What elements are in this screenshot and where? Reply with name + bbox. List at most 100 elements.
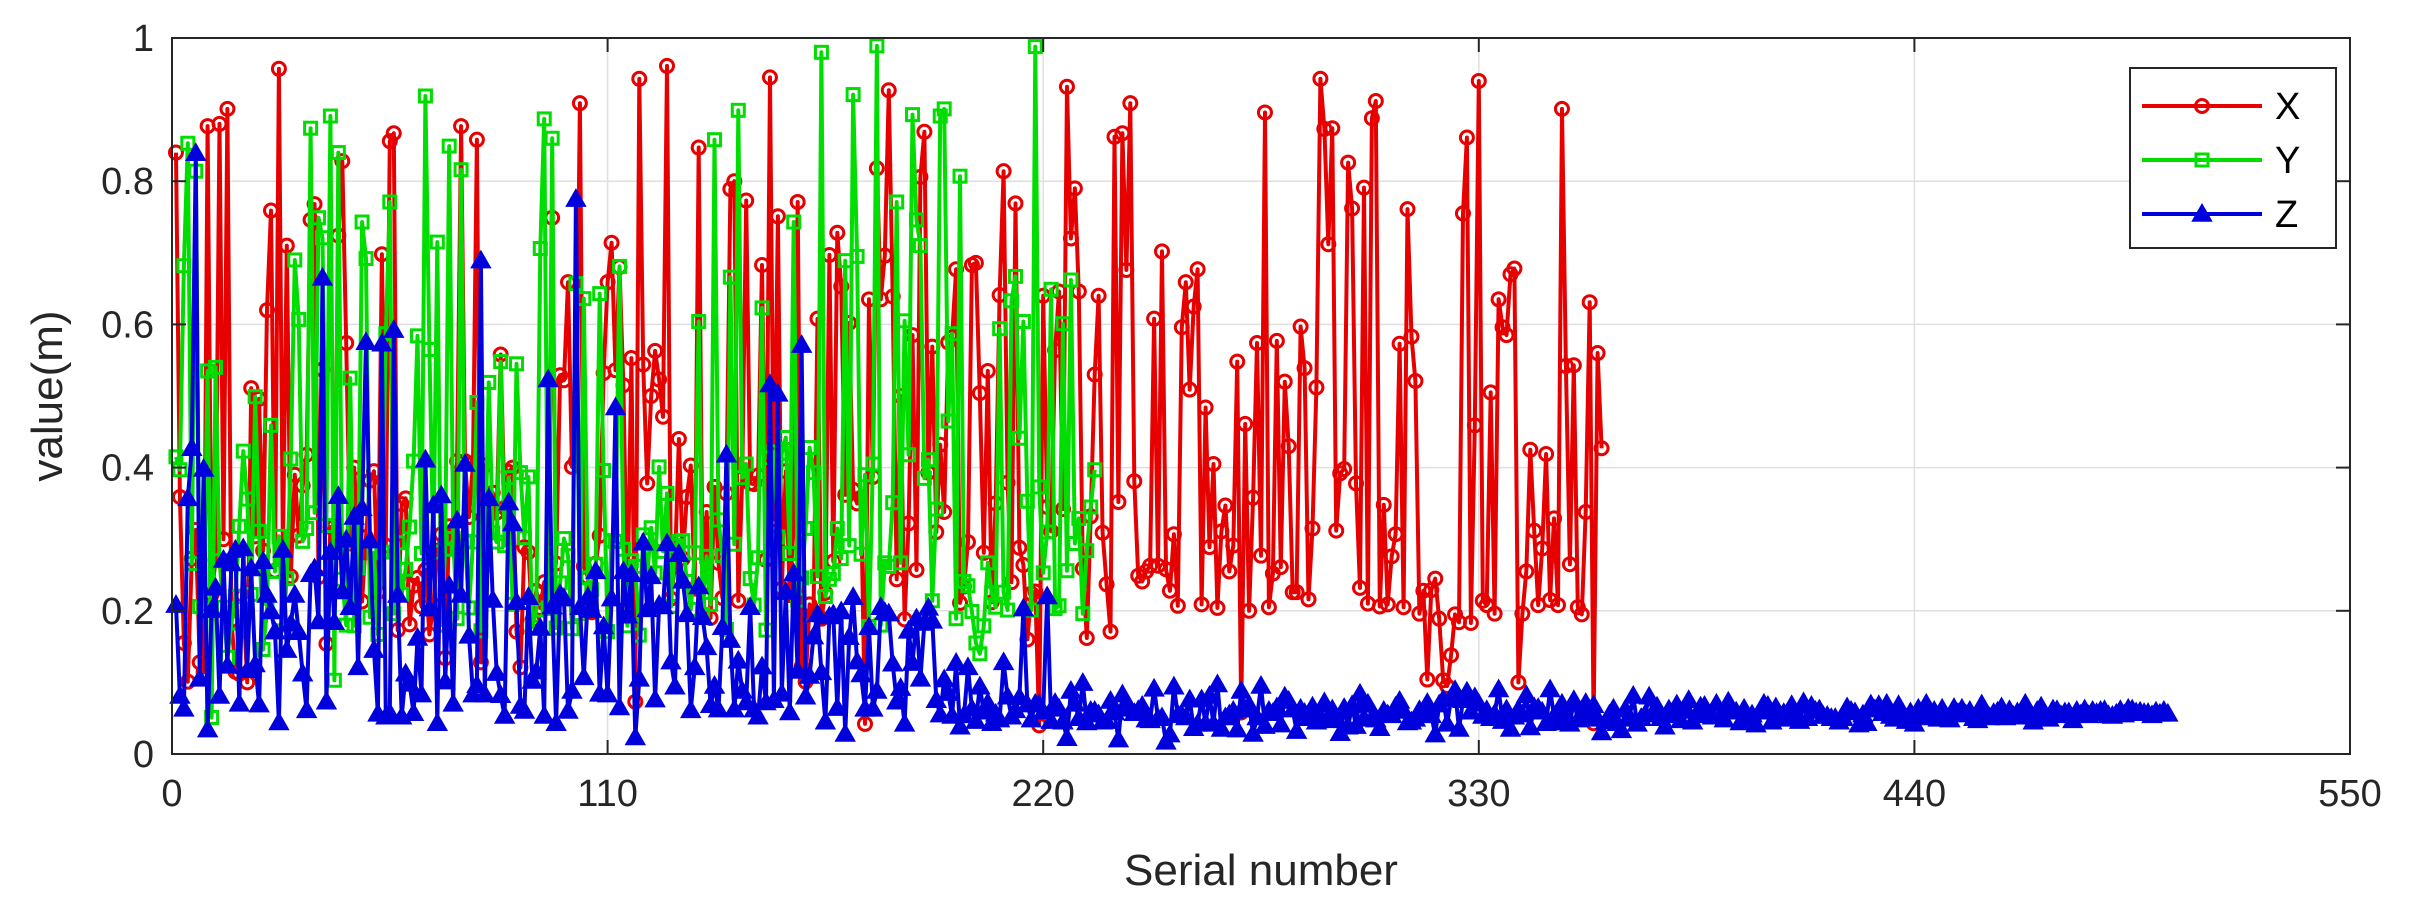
data-point [311,210,327,226]
data-point [829,224,846,241]
data-point [493,705,516,724]
data-point [1078,630,1095,647]
data-point [632,531,654,551]
data-point [909,667,932,687]
data-point [635,356,652,373]
data-point [1226,718,1248,738]
data-point [1324,120,1341,137]
data-point [944,326,960,342]
data-point [441,138,457,154]
data-point [881,652,904,672]
data-point [940,413,956,429]
data-point [314,230,330,246]
data-point [1238,694,1260,714]
data-point [690,139,707,156]
data-point [363,639,385,658]
data-point [429,234,445,250]
data-point [1165,526,1182,543]
data-point [1610,719,1633,739]
data-point [829,520,845,536]
data-point [342,370,358,386]
data-point [775,581,797,600]
data-point [458,624,480,644]
data-point [1462,614,1479,631]
data-point [1498,327,1515,344]
data-point [228,692,251,712]
data-point [1300,591,1317,608]
data-point [359,529,381,549]
data-point [264,620,286,640]
data-point [1490,291,1507,308]
data-point [846,650,868,670]
data-point [1062,230,1079,247]
data-point [948,611,964,627]
data-point [545,712,567,731]
y-tick-label: 0.4 [101,448,154,490]
data-point [347,656,369,676]
data-point [727,649,750,669]
data-point [192,458,215,477]
data-point [908,212,924,228]
data-point [1241,602,1258,619]
data-point [1122,95,1139,112]
data-point [1237,415,1254,432]
data-point [243,380,260,397]
data-point [1419,671,1436,688]
data-point [794,685,817,705]
data-point [917,596,940,616]
data-point [857,715,873,732]
data-point [1348,475,1365,492]
data-point [639,475,656,492]
data-point [485,662,508,681]
data-point [497,491,520,511]
data-point [901,447,917,463]
legend-label: Y [2275,140,2300,182]
data-point [1582,694,1605,714]
data-point [956,573,972,589]
data-point [446,509,468,529]
data-point [1276,373,1293,390]
data-point [976,618,992,634]
y-tick-label: 1 [133,18,154,60]
data-point [1154,243,1170,260]
data-point [1387,526,1404,543]
data-point [1856,712,1878,731]
data-point [1083,499,1099,515]
data-point [869,38,885,54]
data-point [1332,465,1349,482]
data-point [571,95,588,112]
data-point [169,684,191,704]
data-point [722,269,738,285]
data-point [1015,314,1031,330]
data-point [1526,522,1543,539]
data-point [786,659,809,679]
data-point [1007,268,1023,284]
data-point [786,214,802,230]
data-point [1320,236,1337,253]
data-point [916,470,932,486]
data-point [1367,93,1384,110]
data-point [1260,599,1277,616]
data-point [1185,298,1202,315]
data-point [1369,717,1391,736]
ticks: 0 110 220 330 440 550 0 0.2 0.4 0.6 0.8 1 [101,18,2382,815]
data-point [284,584,306,603]
data-point [287,621,310,641]
data-point [897,619,920,639]
data-point [1487,678,1510,698]
data-point [406,626,429,646]
data-point [676,603,698,623]
data-point [711,616,734,636]
data-point [683,656,706,676]
data-point [1036,585,1058,605]
data-point [200,363,216,379]
data-point [1344,200,1361,217]
data-point [659,57,675,74]
data-point [623,350,640,367]
data-point [1163,675,1185,695]
data-point [232,537,255,557]
legend-marker [2194,152,2210,168]
data-point [561,679,583,699]
legend: XYZ [2129,67,2337,249]
data-point [271,528,287,544]
